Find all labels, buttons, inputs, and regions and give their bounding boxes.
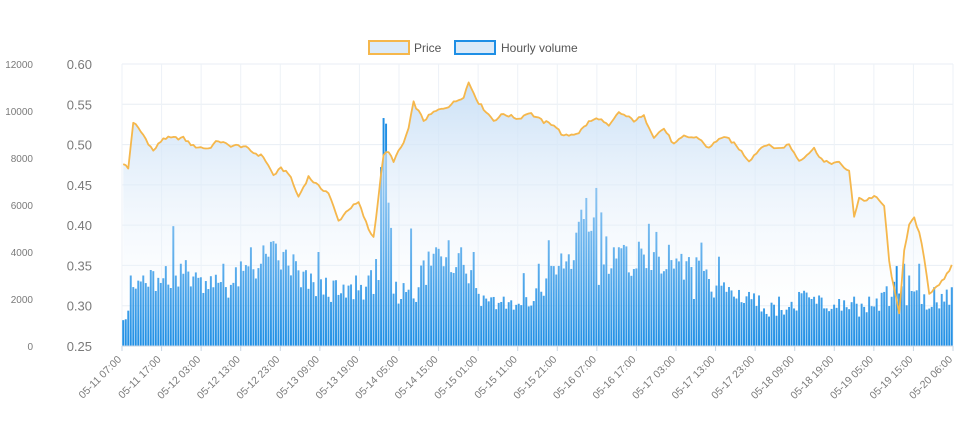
y-right-tick-label: 0.40 [67, 218, 92, 233]
legend-swatch-price [368, 40, 410, 55]
y-right-tick-label: 0.60 [67, 57, 92, 72]
y-left-tick-label: 0 [27, 342, 33, 353]
y-left-tick-label: 4000 [11, 248, 34, 259]
price-area [123, 82, 952, 346]
y-left-tick-label: 10000 [5, 107, 33, 118]
y-right-tick-label: 0.55 [67, 97, 92, 112]
y-right-tick-label: 0.25 [67, 339, 92, 354]
y-left-tick-label: 8000 [11, 154, 34, 165]
x-tick-label: 05-20 06:00 [907, 354, 955, 402]
price-line [122, 81, 953, 315]
y-right-tick-label: 0.50 [67, 138, 92, 153]
price-area-fill [123, 82, 952, 346]
legend-swatch-hourly-volume [454, 40, 496, 55]
y-left-tick-label: 12000 [5, 60, 33, 71]
legend-item-hourly-volume[interactable]: Hourly volume [454, 40, 578, 55]
price-series-line [122, 81, 953, 315]
legend-item-price[interactable]: Price [368, 40, 442, 55]
y-left-tick-label: 6000 [11, 201, 34, 212]
legend-label-hourly-volume: Hourly volume [501, 41, 578, 55]
y-right-tick-label: 0.35 [67, 258, 92, 273]
y-right-tick-label: 0.45 [67, 178, 92, 193]
y-left-tick-label: 2000 [11, 295, 34, 306]
legend-label-price: Price [414, 41, 442, 55]
legend[interactable]: Price Hourly volume [368, 40, 578, 55]
y-right-tick-label: 0.30 [67, 299, 92, 314]
